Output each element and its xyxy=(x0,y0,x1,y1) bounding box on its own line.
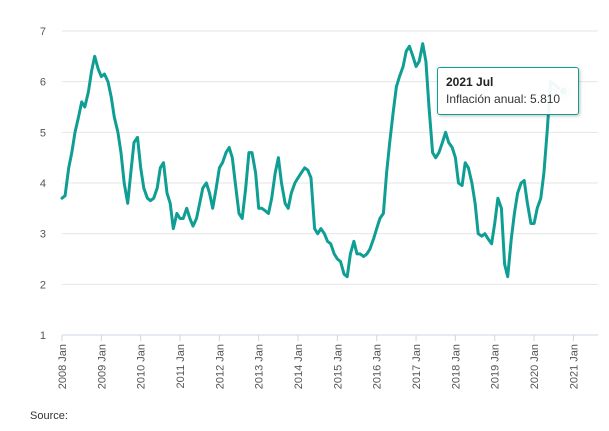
tooltip-value: Inflación anual: 5.810 xyxy=(446,92,561,106)
y-axis-ticks: 1 2 3 4 5 6 7 xyxy=(40,26,46,342)
gridlines xyxy=(62,30,598,336)
y-tick-label: 6 xyxy=(40,77,46,89)
chart-tooltip: 2021 Jul Inflación anual: 5.810 xyxy=(437,67,579,115)
x-tick-label: 2011 Jan xyxy=(175,344,187,388)
x-tick-label: 2021 Jan xyxy=(568,344,580,389)
x-tick-label: 2016 Jan xyxy=(372,344,384,389)
x-tick-label: 2012 Jan xyxy=(214,344,226,389)
source-label: Source: xyxy=(30,410,68,422)
tooltip-title: 2021 Jul xyxy=(446,75,494,89)
series-layer[interactable] xyxy=(60,42,566,279)
x-tick-label: 2018 Jan xyxy=(450,344,462,389)
y-tick-label: 1 xyxy=(40,330,46,342)
y-tick-label: 7 xyxy=(40,26,46,38)
x-axis: 2008 Jan 2009 Jan 2010 Jan 2011 Jan 2012 Jan… xyxy=(57,334,598,389)
y-tick-label: 5 xyxy=(40,127,46,139)
x-tick-label: 2010 Jan xyxy=(136,344,148,389)
x-tick-label: 2017 Jan xyxy=(411,344,423,389)
x-tick-label: 2009 Jan xyxy=(96,344,108,389)
series-line-inflacion-anual[interactable] xyxy=(60,42,566,279)
x-tick-label: 2014 Jan xyxy=(293,344,305,389)
y-tick-label: 3 xyxy=(40,229,46,241)
x-tick-label: 2020 Jan xyxy=(529,344,541,389)
x-tick-label: 2008 Jan xyxy=(57,344,69,389)
y-tick-label: 2 xyxy=(40,279,46,291)
x-tick-label: 2015 Jan xyxy=(332,344,344,389)
x-tick-label: 2019 Jan xyxy=(490,344,502,389)
y-tick-label: 4 xyxy=(40,178,46,190)
x-tick-label: 2013 Jan xyxy=(254,344,266,389)
